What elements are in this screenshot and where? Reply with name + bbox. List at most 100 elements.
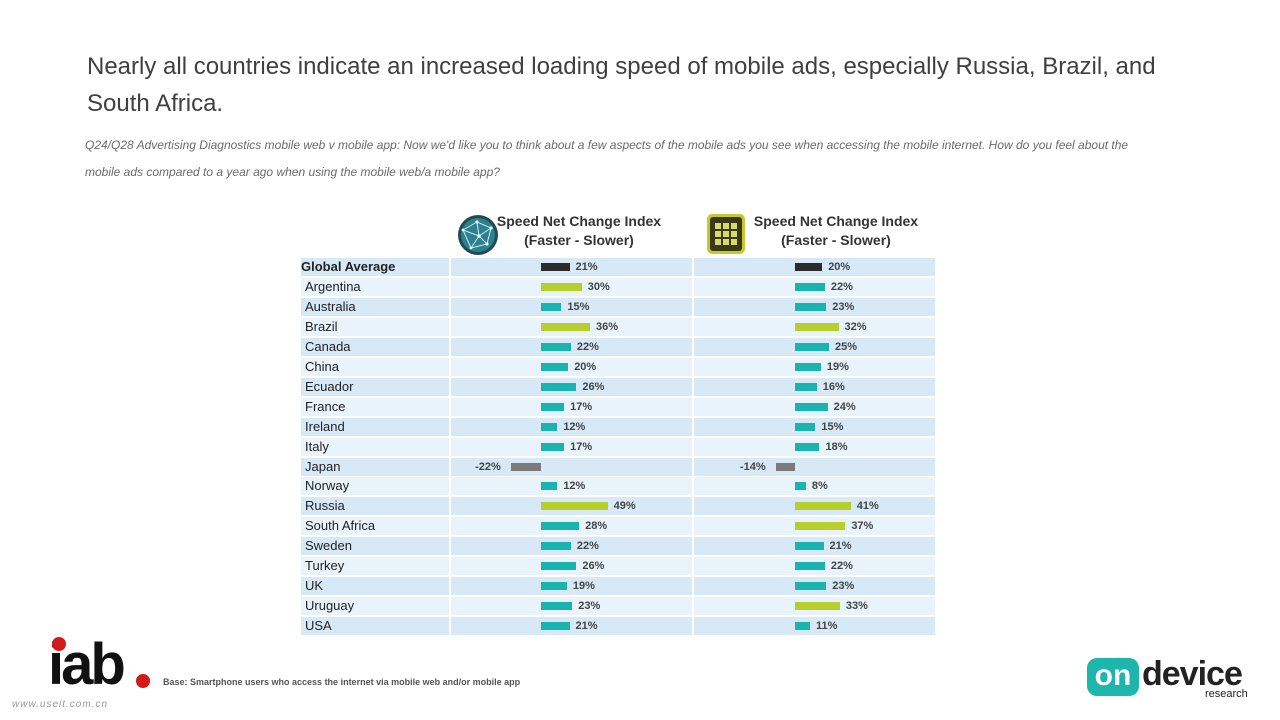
value-cell [451,397,692,416]
country-label: Sweden [305,538,352,554]
data-label: 15% [567,300,590,313]
bar [541,622,570,631]
data-label: 41% [856,500,879,513]
data-label: 22% [576,340,599,353]
table-row: Norway 12% 8% [301,477,935,496]
column-header-line-1: Speed Net Change Index [496,213,662,229]
bar [795,542,824,551]
country-label: Ecuador [305,378,354,394]
bar [795,342,829,351]
country-cell: Russia [301,497,449,516]
country-label: China [305,358,339,374]
iab-logo: iab [48,636,150,694]
data-label: 24% [833,400,856,413]
bar [795,422,816,431]
value-cell [451,577,692,596]
bar [795,622,810,631]
bar [541,322,590,331]
table-row: Canada 22% 25% [301,337,935,356]
app-grid-icon [707,214,745,254]
value-cell [451,258,692,276]
bar [541,502,608,511]
country-label: Japan [305,458,341,474]
data-label: 33% [845,600,868,613]
bar [541,602,573,611]
table-row: Japan -22% -14% [301,457,935,476]
data-label: -14% [739,460,766,473]
table-row: Argentina 30% 22% [301,277,935,296]
bar [795,522,846,531]
value-cell [451,617,692,636]
data-label: 20% [574,360,597,373]
table-row: Italy 17% 18% [301,437,935,456]
country-label: Argentina [305,278,361,294]
data-label: 12% [563,480,586,493]
country-cell: Canada [301,337,449,356]
data-label: 30% [587,280,610,293]
table-row: Uruguay 23% 33% [301,597,935,616]
base-note: Base: Smartphone users who access the in… [163,677,521,687]
country-cell: Brazil [301,317,449,336]
country-label: Turkey [305,558,345,574]
table-row: Australia 15% 23% [301,297,935,316]
bar [541,282,582,291]
value-cell [694,617,935,636]
country-cell: Australia [301,297,449,316]
bar [795,442,820,451]
data-label: 49% [613,500,636,513]
country-label: Global Average [301,259,396,274]
bar [511,462,541,471]
data-label: 37% [851,520,874,533]
country-cell: Italy [301,437,449,456]
country-cell: Ecuador [301,377,449,396]
column-header-app: Speed Net Change Index (Faster - Slower) [736,212,936,256]
value-cell [451,477,692,496]
data-label: 26% [582,560,605,573]
data-label: 12% [563,420,586,433]
data-label: 17% [570,400,593,413]
data-label: 23% [578,600,601,613]
data-label: 23% [832,300,855,313]
table-row: France 17% 24% [301,397,935,416]
column-header-line-2: (Faster - Slower) [524,232,634,248]
bar [775,462,795,471]
bar [795,402,828,411]
value-cell [451,297,692,316]
table-row: Sweden 22% 21% [301,537,935,556]
data-label: -22% [475,460,501,473]
country-cell: China [301,357,449,376]
bar [541,562,577,571]
table-row: South Africa 28% 37% [301,517,935,536]
country-cell: Sweden [301,537,449,556]
column-header-web: Speed Net Change Index (Faster - Slower) [479,212,679,256]
bar [541,302,562,311]
country-label: Ireland [305,418,345,434]
table-row: UK 19% 23% [301,577,935,596]
table-row: USA 21% 11% [301,617,935,636]
bar [795,322,839,331]
data-label: 15% [821,420,844,433]
country-label: Australia [305,298,356,314]
table-row: Ireland 12% 15% [301,417,935,436]
bar [795,282,825,291]
value-cell [694,457,935,476]
data-label: 11% [815,620,838,633]
table-row: Russia 49% 41% [301,497,935,516]
country-label: Canada [305,338,351,354]
country-cell: South Africa [301,517,449,536]
data-label: 21% [575,620,598,633]
table-row: Global Average 21% 20% [301,258,935,276]
data-label: 36% [595,320,618,333]
data-label: 26% [582,380,605,393]
data-label: 19% [826,360,849,373]
value-cell [694,477,935,496]
bar [795,263,823,271]
country-label: France [305,398,346,414]
data-label: 32% [844,320,867,333]
bar [541,382,577,391]
data-label: 19% [572,580,595,593]
table-row: China 20% 19% [301,357,935,376]
iab-logo-period [136,674,150,688]
data-label: 8% [811,480,828,493]
data-label: 25% [835,340,858,353]
